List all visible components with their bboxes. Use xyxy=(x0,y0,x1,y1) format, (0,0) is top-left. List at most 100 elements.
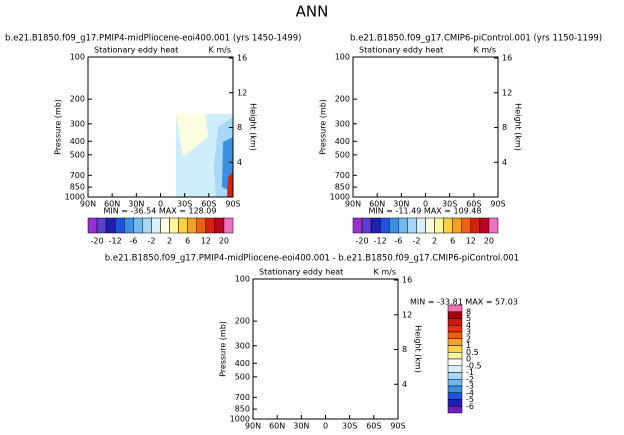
contour-fill xyxy=(176,114,208,157)
colorbar-label: 2 xyxy=(432,237,437,246)
colorbar-box xyxy=(416,217,426,234)
subtitle: Stationary eddy heat xyxy=(94,46,178,55)
colorbar-box xyxy=(96,217,107,234)
colorbar-label: 20 xyxy=(219,237,229,246)
y2-tick-label: 12 xyxy=(402,310,412,319)
colorbar-box xyxy=(447,318,463,326)
colorbar-label: -6 xyxy=(394,237,402,246)
y-axis-label: Pressure (mb) xyxy=(54,99,63,155)
colorbar-label: 5 xyxy=(466,314,471,323)
colorbar-box xyxy=(461,217,472,234)
colorbar-box xyxy=(87,217,98,234)
x-tick-label: 90S xyxy=(225,200,240,209)
x-tick-label: 90S xyxy=(390,422,405,431)
colorbar-box xyxy=(447,365,463,373)
stats: MIN = -11.49 MAX = 109.48 xyxy=(368,207,481,216)
contour-fill xyxy=(253,404,323,419)
colorbar-label: 0.5 xyxy=(466,348,479,357)
y2-tick-label: 12 xyxy=(502,88,512,97)
colorbar-box xyxy=(447,304,463,312)
colorbar-box xyxy=(447,352,463,360)
subtitle: Stationary eddy heat xyxy=(359,46,443,55)
y-tick-label: 300 xyxy=(70,119,85,128)
y-tick-label: 200 xyxy=(335,95,350,104)
contour-fill xyxy=(115,59,126,152)
page-title: ANN xyxy=(296,3,329,21)
colorbar-box xyxy=(447,385,463,393)
colorbar-box xyxy=(151,217,161,234)
contour-fill xyxy=(353,57,498,197)
contour-fill xyxy=(479,112,498,197)
colorbar-box xyxy=(196,217,207,234)
colorbar-box xyxy=(389,217,399,234)
x-tick-label: 90N xyxy=(345,200,361,209)
colorbar-box xyxy=(470,217,481,234)
colorbar-label: 20 xyxy=(484,237,494,246)
contour-fill xyxy=(379,339,391,391)
colorbar-label: -12 xyxy=(374,237,387,246)
y2-axis-label: Height (km) xyxy=(414,325,423,373)
x-tick-label: 0 xyxy=(158,200,163,209)
colorbar-label: 0 xyxy=(466,355,471,364)
y-tick-label: 400 xyxy=(70,137,85,146)
y2-tick-label: 8 xyxy=(402,345,407,354)
x-tick-label: 60S xyxy=(466,200,481,209)
colorbar-box xyxy=(398,217,408,234)
colorbar-box xyxy=(425,217,435,234)
x-tick-label: 30N xyxy=(393,200,409,209)
colorbar-label: 1 xyxy=(466,341,471,350)
contour-field xyxy=(253,279,398,419)
contour-fill xyxy=(143,72,168,167)
x-tick-label: 60S xyxy=(366,422,381,431)
colorbar-box xyxy=(223,217,234,234)
colorbar-label: 6 xyxy=(185,237,190,246)
y-tick-label: 1000 xyxy=(230,415,250,424)
x-tick-label: 90N xyxy=(245,422,261,431)
y-tick-label: 700 xyxy=(235,393,250,402)
contour-fill xyxy=(176,114,233,197)
y-axis-label: Pressure (mb) xyxy=(319,99,328,155)
y-tick-label: 100 xyxy=(335,53,350,62)
colorbar-box xyxy=(187,217,197,234)
colorbar-label: -2 xyxy=(412,237,420,246)
colorbar-box xyxy=(447,399,463,407)
x-tick-label: 60N xyxy=(104,200,120,209)
colorbar-label: -12 xyxy=(109,237,122,246)
contour-fill xyxy=(380,59,391,152)
colorbar-box xyxy=(447,331,463,339)
colorbar-box xyxy=(361,217,372,234)
contour-fill xyxy=(493,171,498,197)
colorbar-label: 12 xyxy=(466,237,476,246)
colorbar-label: 12 xyxy=(201,237,211,246)
x-tick-label: 60N xyxy=(269,422,285,431)
units: K m/s xyxy=(374,268,396,277)
y2-axis-label: Height (km) xyxy=(249,103,258,151)
colorbar-box xyxy=(447,311,463,319)
y-tick-label: 300 xyxy=(235,341,250,350)
colorbar-label: -20 xyxy=(356,237,369,246)
y-tick-label: 100 xyxy=(235,275,250,284)
y2-tick-label: 16 xyxy=(502,54,512,63)
y-tick-label: 200 xyxy=(235,317,250,326)
y2-tick-label: 4 xyxy=(237,158,242,167)
colorbar-box xyxy=(379,217,390,234)
colorbar-label: -6 xyxy=(466,402,474,411)
colorbar-box xyxy=(447,345,463,353)
colorbar-box xyxy=(205,217,216,234)
x-tick-label: 30N xyxy=(128,200,144,209)
x-tick-label: 90N xyxy=(80,200,96,209)
x-tick-label: 0 xyxy=(423,200,428,209)
y2-tick-label: 16 xyxy=(237,54,247,63)
colorbar-box xyxy=(452,217,462,234)
y2-tick-label: 8 xyxy=(237,123,242,132)
colorbar-label: 2 xyxy=(167,237,172,246)
colorbar-box xyxy=(434,217,444,234)
colorbar-box xyxy=(488,217,499,234)
y2-tick-label: 4 xyxy=(502,158,507,167)
contour-fill xyxy=(387,401,398,419)
colorbar-box xyxy=(169,217,179,234)
contour-fill xyxy=(441,87,471,152)
colorbar-label: 2 xyxy=(466,334,471,343)
colorbar-label: -2 xyxy=(147,237,155,246)
